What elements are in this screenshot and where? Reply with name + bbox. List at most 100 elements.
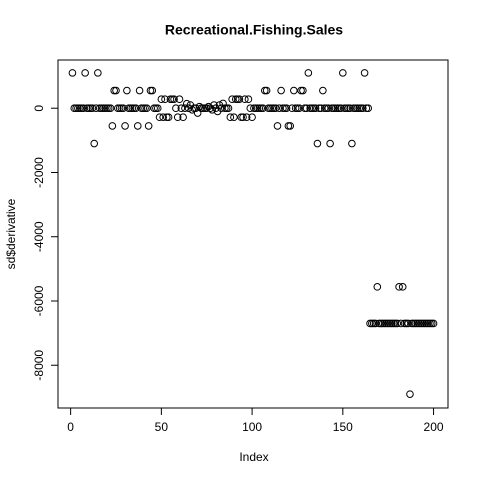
point <box>299 86 307 95</box>
point <box>135 86 144 95</box>
point <box>228 95 236 104</box>
point <box>157 95 166 104</box>
point <box>393 319 402 328</box>
point <box>173 113 182 122</box>
y-tick-label: -2000 <box>32 157 46 188</box>
x-tick-label: 100 <box>242 420 262 434</box>
point <box>217 104 226 113</box>
point <box>235 95 244 104</box>
point <box>88 104 97 113</box>
point <box>241 95 249 104</box>
point <box>208 106 216 114</box>
x-tick-label: 200 <box>424 420 444 434</box>
point <box>324 104 333 113</box>
chart-title: Recreational.Fishing.Sales <box>165 22 343 38</box>
point <box>153 104 162 113</box>
point <box>304 69 313 77</box>
point <box>313 139 322 148</box>
point <box>398 283 407 291</box>
point <box>181 104 189 113</box>
point <box>179 113 187 122</box>
x-tick-label: 150 <box>333 420 353 434</box>
point <box>143 104 151 113</box>
point <box>119 104 128 113</box>
point <box>219 99 227 108</box>
point <box>170 95 178 104</box>
point <box>112 86 120 95</box>
x-axis-label: Index <box>239 450 268 464</box>
point <box>155 113 164 122</box>
point <box>348 139 356 148</box>
point <box>429 319 438 328</box>
point <box>302 104 311 113</box>
point <box>360 69 369 77</box>
point <box>92 104 100 113</box>
point <box>373 283 382 291</box>
y-tick-label: 0 <box>32 105 46 112</box>
point <box>133 122 142 130</box>
point <box>271 104 280 113</box>
point <box>371 319 380 328</box>
point <box>395 283 403 291</box>
point <box>246 104 255 113</box>
x-tick-label: 50 <box>155 420 169 434</box>
point <box>202 104 211 113</box>
point <box>94 69 102 77</box>
point <box>404 319 412 328</box>
point <box>311 104 320 113</box>
point <box>106 104 115 113</box>
point <box>164 113 173 122</box>
point <box>68 69 77 77</box>
point <box>317 104 325 113</box>
y-tick-label: -4000 <box>32 221 46 252</box>
point <box>226 113 235 122</box>
point <box>282 104 291 113</box>
point <box>148 86 157 95</box>
point <box>188 106 197 114</box>
point <box>273 122 282 130</box>
point <box>108 122 117 130</box>
point <box>81 69 89 77</box>
point <box>230 113 238 122</box>
y-tick-label: -6000 <box>32 285 46 316</box>
point <box>406 390 414 398</box>
point <box>288 104 296 113</box>
point <box>144 122 153 130</box>
point <box>192 104 200 113</box>
point <box>195 102 204 111</box>
point <box>121 122 129 130</box>
y-tick-label: -8000 <box>32 350 46 381</box>
point <box>182 99 191 108</box>
point <box>358 104 367 113</box>
point <box>326 139 334 148</box>
point <box>177 104 186 113</box>
point <box>244 95 253 104</box>
point <box>259 104 267 113</box>
point <box>159 113 167 122</box>
point <box>242 113 251 122</box>
point <box>262 86 271 95</box>
point <box>275 104 284 113</box>
point <box>90 139 99 148</box>
point <box>175 95 184 104</box>
point <box>339 69 347 77</box>
point <box>239 113 247 122</box>
point <box>286 122 294 130</box>
point <box>79 104 88 113</box>
point <box>172 104 180 113</box>
point <box>123 86 131 95</box>
point <box>224 104 233 113</box>
x-tick-label: 0 <box>67 420 74 434</box>
point <box>397 319 405 328</box>
point <box>161 95 169 104</box>
y-axis-label: sd$derivative <box>4 198 18 269</box>
point <box>290 86 298 95</box>
point <box>295 104 304 113</box>
point <box>277 86 285 95</box>
point <box>364 104 373 113</box>
point <box>248 113 256 122</box>
point <box>319 86 327 95</box>
point <box>132 104 140 113</box>
